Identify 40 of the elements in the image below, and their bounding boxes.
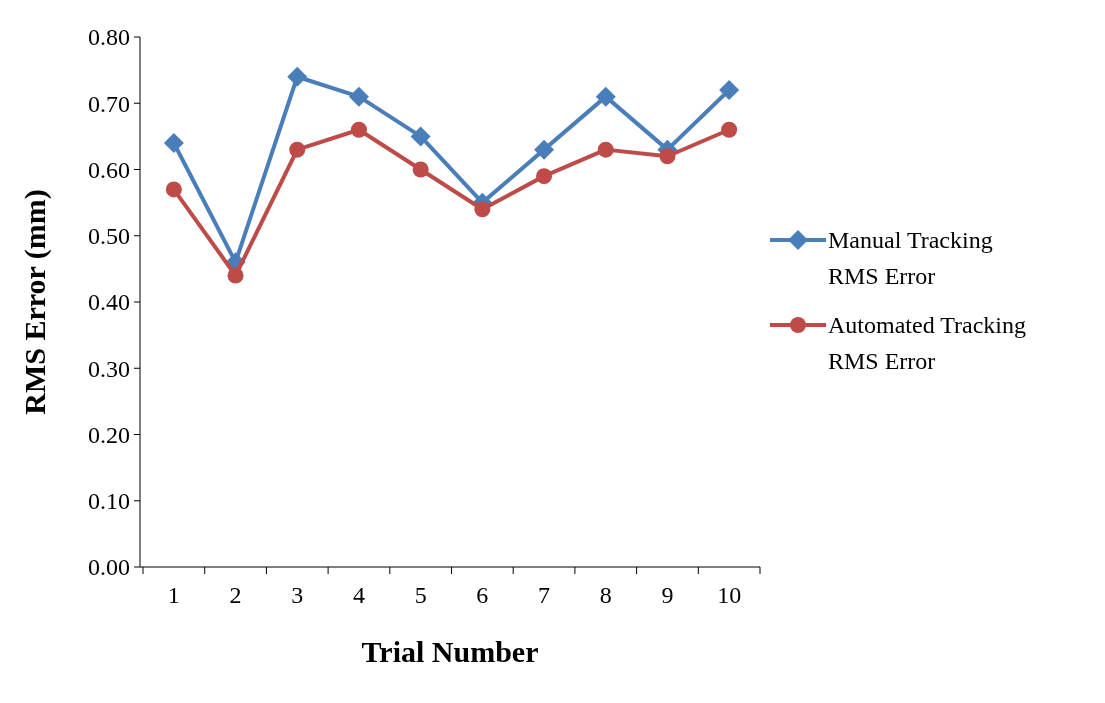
x-axis-title: Trial Number (361, 635, 539, 668)
y-tick-label: 0.40 (88, 289, 130, 316)
x-tick-label: 3 (291, 582, 304, 608)
y-axis-title: RMS Error (mm) (18, 189, 52, 415)
x-tick-label: 5 (414, 582, 427, 608)
y-tick-label: 0.20 (88, 421, 130, 448)
point (595, 86, 616, 107)
point (410, 126, 431, 147)
point (350, 121, 367, 138)
point (659, 148, 676, 165)
x-tick-label: 10 (717, 582, 742, 608)
x-tick-label: 9 (661, 582, 674, 608)
x-tick-label: 6 (476, 582, 489, 608)
point (536, 168, 553, 185)
point (227, 267, 244, 284)
point (287, 66, 308, 87)
point (165, 181, 182, 198)
y-tick-label: 0.30 (88, 355, 130, 382)
x-tick-label: 7 (538, 582, 551, 608)
x-tick-label: 4 (352, 582, 365, 608)
point (534, 139, 555, 160)
x-tick-label: 2 (229, 582, 242, 608)
point (163, 133, 184, 153)
point (719, 80, 740, 100)
y-tick-label: 0.80 (88, 24, 130, 51)
legend-label: Manual Tracking RMS Error (828, 227, 993, 290)
point (474, 201, 491, 218)
point (289, 141, 306, 158)
x-tick-label: 1 (167, 582, 180, 608)
y-tick-label: 0.50 (88, 223, 130, 250)
point (348, 86, 369, 107)
y-tick-label: 0.60 (88, 156, 130, 183)
legend-label: Automated Tracking RMS Error (828, 312, 1026, 375)
y-tick-label: 0.10 (88, 488, 130, 515)
y-tick-label: 0.00 (88, 554, 130, 581)
point (412, 161, 429, 178)
y-tick-label: 0.70 (88, 90, 130, 117)
x-tick-label: 8 (599, 582, 612, 608)
point (597, 141, 614, 158)
point (721, 121, 738, 138)
